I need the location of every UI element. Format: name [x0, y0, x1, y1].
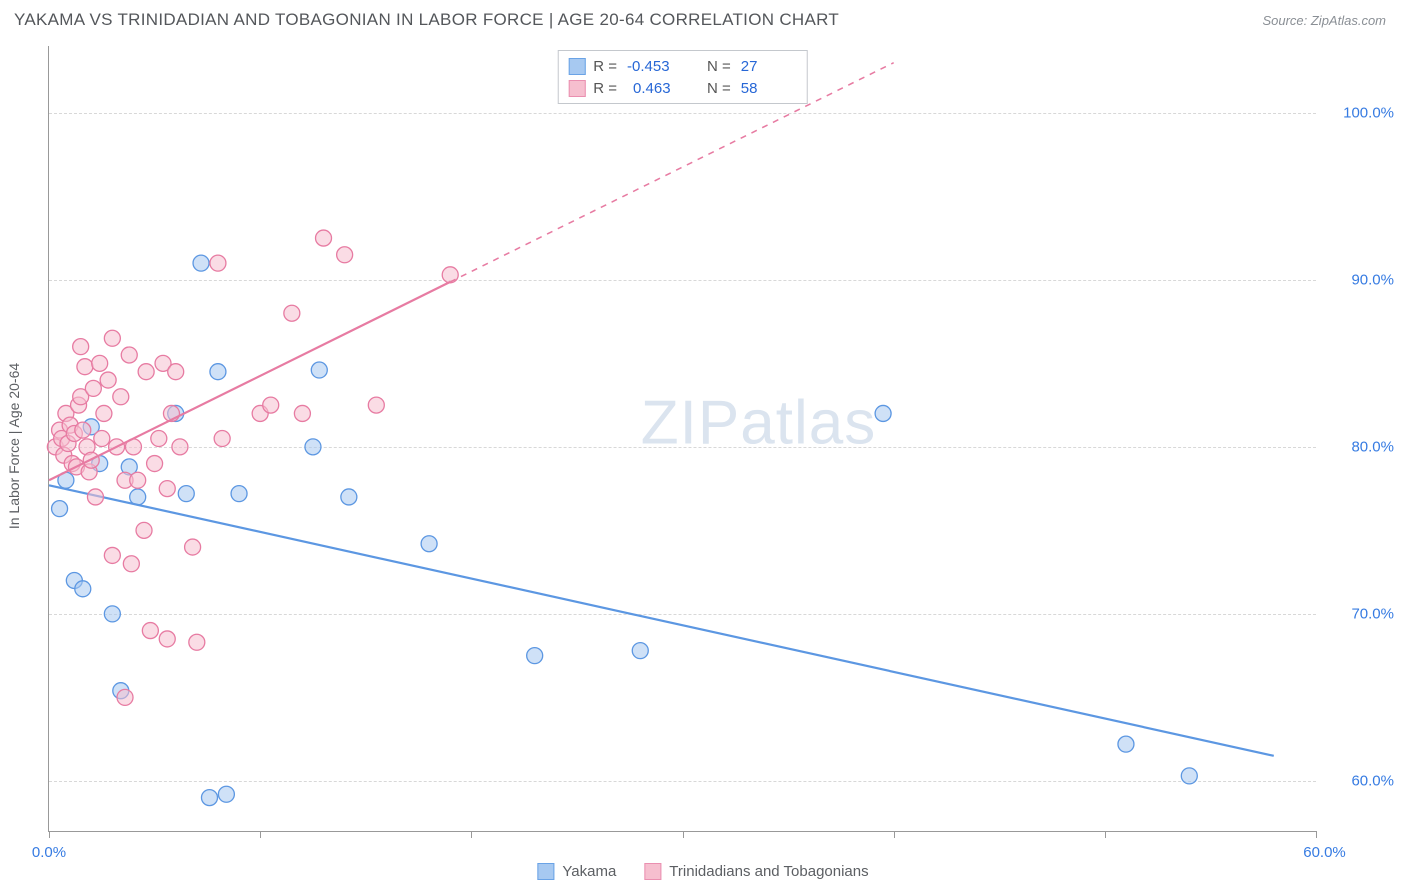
data-point: [193, 255, 209, 271]
data-point: [142, 623, 158, 639]
data-point: [263, 397, 279, 413]
data-point: [159, 631, 175, 647]
data-point: [104, 547, 120, 563]
data-point: [294, 405, 310, 421]
data-point: [96, 405, 112, 421]
x-tick-label: 0.0%: [32, 844, 66, 861]
data-point: [92, 355, 108, 371]
swatch-icon: [568, 80, 585, 97]
data-point: [305, 439, 321, 455]
data-point: [368, 397, 384, 413]
data-point: [218, 786, 234, 802]
data-point: [73, 339, 89, 355]
data-point: [527, 648, 543, 664]
data-point: [168, 364, 184, 380]
data-point: [94, 431, 110, 447]
data-point: [85, 380, 101, 396]
data-point: [123, 556, 139, 572]
y-tick-label: 90.0%: [1328, 271, 1394, 288]
trend-line: [49, 485, 1274, 756]
swatch-icon: [568, 58, 585, 75]
y-tick-label: 60.0%: [1328, 772, 1394, 789]
data-point: [210, 364, 226, 380]
data-point: [178, 486, 194, 502]
legend: Yakama Trinidadians and Tobagonians: [537, 863, 868, 880]
data-point: [138, 364, 154, 380]
legend-item: Trinidadians and Tobagonians: [644, 863, 868, 880]
data-point: [147, 456, 163, 472]
data-point: [151, 431, 167, 447]
legend-label: Trinidadians and Tobagonians: [669, 863, 868, 880]
y-tick-label: 100.0%: [1328, 104, 1394, 121]
data-point: [284, 305, 300, 321]
data-point: [632, 643, 648, 659]
scatter-plot: [49, 46, 1316, 831]
data-point: [210, 255, 226, 271]
data-point: [104, 330, 120, 346]
data-point: [214, 431, 230, 447]
stats-box: R = -0.453 N = 27 R = 0.463 N = 58: [557, 50, 808, 104]
stats-row: R = 0.463 N = 58: [568, 77, 797, 99]
data-point: [75, 581, 91, 597]
data-point: [117, 689, 133, 705]
swatch-icon: [644, 863, 661, 880]
data-point: [231, 486, 247, 502]
data-point: [121, 347, 137, 363]
stats-row: R = -0.453 N = 27: [568, 55, 797, 77]
data-point: [1181, 768, 1197, 784]
swatch-icon: [537, 863, 554, 880]
source-label: Source: ZipAtlas.com: [1262, 13, 1386, 28]
data-point: [316, 230, 332, 246]
data-point: [875, 405, 891, 421]
y-axis-label: In Labor Force | Age 20-64: [6, 363, 22, 529]
data-point: [104, 606, 120, 622]
data-point: [341, 489, 357, 505]
data-point: [113, 389, 129, 405]
data-point: [337, 247, 353, 263]
data-point: [185, 539, 201, 555]
data-point: [172, 439, 188, 455]
legend-item: Yakama: [537, 863, 616, 880]
y-tick-label: 80.0%: [1328, 438, 1394, 455]
data-point: [311, 362, 327, 378]
x-tick-label: 60.0%: [1303, 844, 1346, 861]
chart-area: ZIPatlas R = -0.453 N = 27 R = 0.463 N =…: [48, 46, 1316, 832]
data-point: [87, 489, 103, 505]
data-point: [159, 481, 175, 497]
data-point: [130, 472, 146, 488]
data-point: [100, 372, 116, 388]
data-point: [1118, 736, 1134, 752]
y-tick-label: 70.0%: [1328, 605, 1394, 622]
data-point: [77, 359, 93, 375]
data-point: [189, 634, 205, 650]
data-point: [201, 790, 217, 806]
data-point: [136, 522, 152, 538]
data-point: [52, 501, 68, 517]
data-point: [442, 267, 458, 283]
header: YAKAMA VS TRINIDADIAN AND TOBAGONIAN IN …: [0, 0, 1406, 38]
chart-title: YAKAMA VS TRINIDADIAN AND TOBAGONIAN IN …: [14, 10, 839, 30]
legend-label: Yakama: [562, 863, 616, 880]
data-point: [75, 422, 91, 438]
data-point: [421, 536, 437, 552]
